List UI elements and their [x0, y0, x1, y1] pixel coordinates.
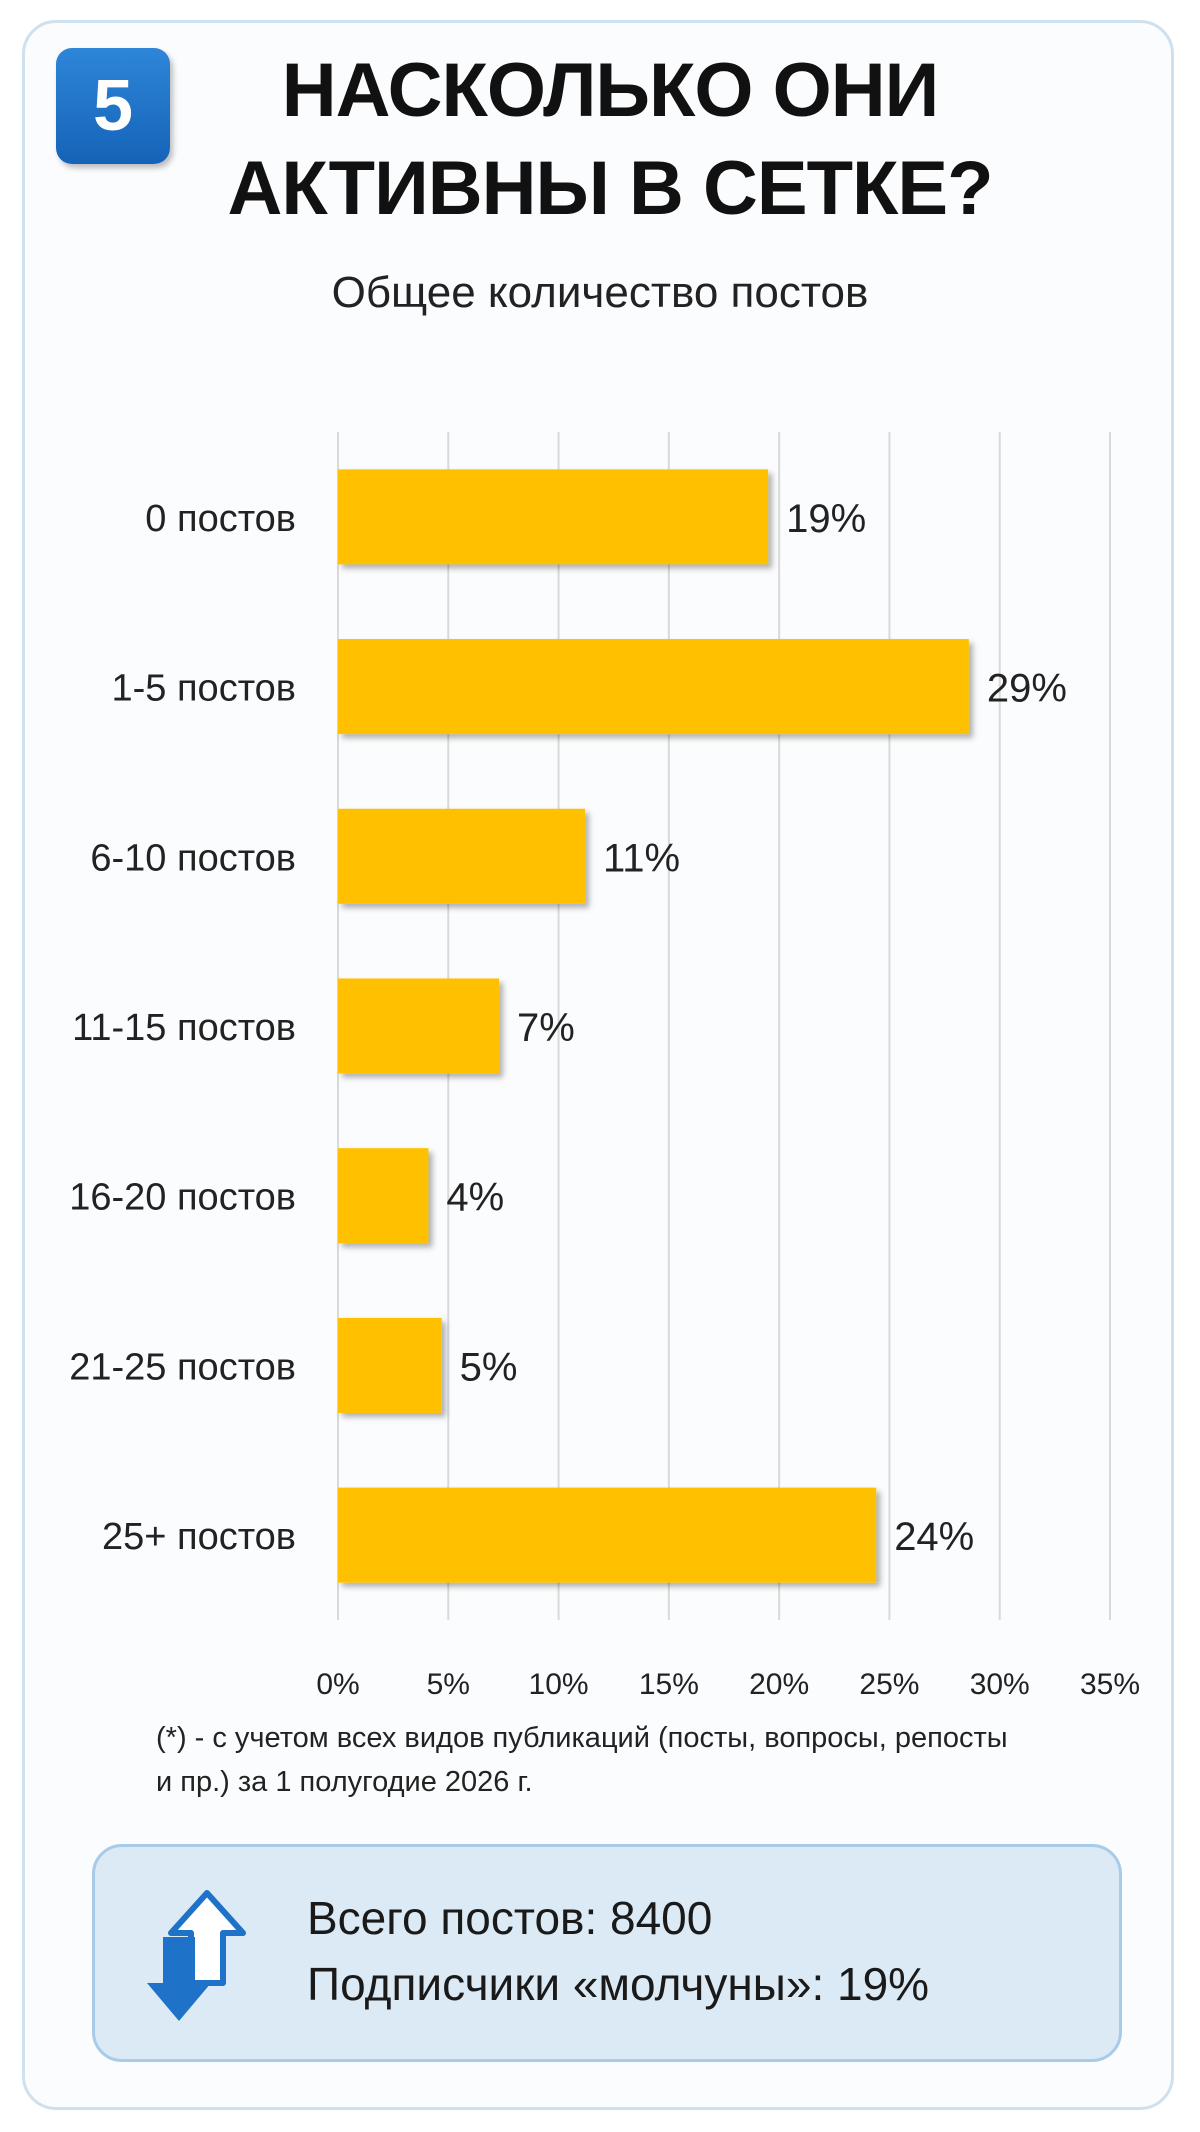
summary-box: Всего постов: 8400 Подписчики «молчуны»:…: [92, 1844, 1122, 2062]
x-tick-label: 30%: [970, 1668, 1030, 1701]
category-label: 16-20 постов: [69, 1177, 296, 1219]
total-posts: Всего постов: 8400: [307, 1892, 713, 1944]
bar: [338, 978, 500, 1074]
footnote: (*) - с учетом всех видов публикаций (по…: [156, 1716, 1076, 1804]
bar: [338, 639, 969, 735]
data-label: 19%: [786, 497, 866, 541]
title-line-1: НАСКОЛЬКО ОНИ: [281, 48, 940, 133]
bar: [338, 1317, 442, 1413]
bar: [338, 808, 586, 904]
x-tick-label: 25%: [859, 1668, 919, 1701]
data-label: 5%: [460, 1345, 518, 1389]
data-label: 29%: [987, 667, 1067, 711]
bar-chart: 0% 5% 10% 15% 20% 25% 30% 35% 0 постов 19% 1-5 пос…: [69, 432, 1140, 1701]
x-tick-label: 0%: [316, 1668, 359, 1701]
bar: [338, 469, 769, 565]
section-number: 5: [92, 66, 134, 146]
summary-text: Всего постов: 8400 Подписчики «молчуны»:…: [307, 1885, 929, 2017]
up-down-arrows-icon: [147, 1890, 246, 2021]
infographic-card: [22, 20, 1174, 2110]
bar: [338, 1148, 429, 1244]
silent-subscribers: Подписчики «молчуны»: 19%: [307, 1958, 930, 2010]
category-label: 21-25 постов: [69, 1346, 296, 1388]
data-label: 7%: [517, 1006, 575, 1050]
x-tick-label: 10%: [529, 1668, 589, 1701]
category-label: 0 постов: [145, 498, 296, 540]
category-label: 1-5 постов: [112, 668, 297, 710]
footnote-line-1: (*) - с учетом всех видов публикаций (по…: [156, 1722, 1008, 1754]
chart-title: Общее количество постов: [331, 268, 869, 317]
footnote-line-2: и пр.) за 1 полугодие 2026 г.: [156, 1766, 533, 1798]
category-label: 25+ постов: [102, 1516, 296, 1558]
x-tick-label: 5%: [427, 1668, 470, 1701]
data-label: 24%: [894, 1515, 974, 1559]
category-label: 11-15 постов: [72, 1007, 296, 1049]
x-tick-label: 15%: [639, 1668, 699, 1701]
data-label: 4%: [446, 1176, 504, 1220]
page-title: НАСКОЛЬКО ОНИ АКТИВНЫ В СЕТКЕ?: [180, 42, 1040, 238]
data-label: 11%: [603, 836, 680, 880]
section-number-badge: 5: [56, 48, 170, 164]
title-line-2: АКТИВНЫ В СЕТКЕ?: [227, 146, 993, 231]
x-tick-label: 35%: [1080, 1668, 1140, 1701]
x-tick-label: 20%: [749, 1668, 809, 1701]
bar: [338, 1487, 877, 1583]
category-label: 6-10 постов: [90, 837, 296, 879]
